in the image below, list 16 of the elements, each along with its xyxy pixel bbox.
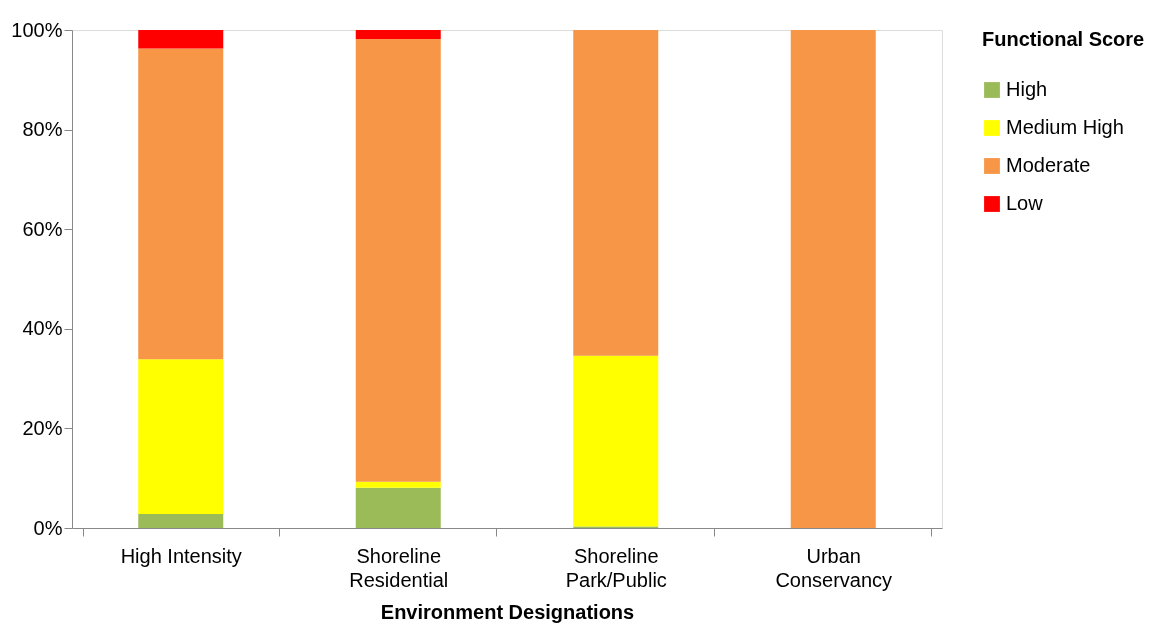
x-tick-label: Shoreline Park/Public bbox=[565, 544, 667, 591]
x-axis-title: Environment Designations bbox=[380, 600, 635, 623]
y-tick-label: 40% bbox=[22, 317, 63, 340]
y-tick-label: 0% bbox=[33, 516, 63, 539]
x-tick-label: High Intensity bbox=[120, 544, 242, 567]
legend-label: Moderate bbox=[1006, 154, 1091, 176]
legend-label: High bbox=[1006, 78, 1048, 100]
x-tick-label: Urban Conservancy bbox=[775, 544, 893, 591]
x-tick-label: Shoreline Residential bbox=[349, 544, 449, 591]
legend-label: Medium High bbox=[1006, 116, 1124, 138]
legend-title: Functional Score bbox=[982, 28, 1145, 50]
y-tick-label: 20% bbox=[22, 416, 63, 439]
y-tick-label: 60% bbox=[22, 217, 63, 240]
legend-label: Low bbox=[1006, 192, 1044, 214]
y-tick-label: 80% bbox=[22, 118, 63, 141]
y-tick-label: 100% bbox=[11, 18, 63, 41]
